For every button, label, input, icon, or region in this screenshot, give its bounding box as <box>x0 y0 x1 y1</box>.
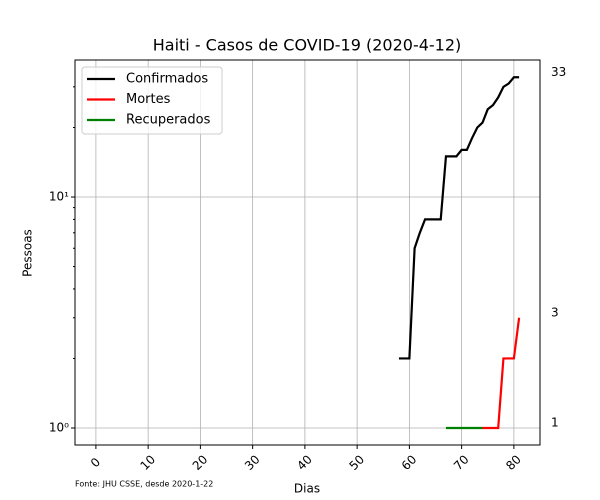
y-axis-label: Pessoas <box>21 229 35 277</box>
source-note: Fonte: JHU CSSE, desde 2020-1-22 <box>75 480 213 489</box>
x-tick-label: 0 <box>88 455 103 470</box>
chart-title: Haiti - Casos de COVID-19 (2020-4-12) <box>153 36 462 55</box>
x-tick-label: 70 <box>451 452 472 473</box>
legend-label: Confirmados <box>126 72 208 87</box>
x-axis-label: Dias <box>294 482 320 496</box>
plot-frame <box>74 59 541 446</box>
x-tick-label: 80 <box>503 452 524 473</box>
y-tick-label: 10⁰ <box>49 420 69 434</box>
end-label: 33 <box>551 65 566 79</box>
x-tick-label: 20 <box>190 452 211 473</box>
x-tick-label: 40 <box>294 452 315 473</box>
series-line <box>398 76 520 360</box>
legend-label: Recuperados <box>126 113 211 128</box>
end-label: 1 <box>551 415 559 429</box>
legend-box <box>81 66 223 135</box>
x-tick-label: 60 <box>399 452 420 473</box>
x-tick-label: 10 <box>137 452 158 473</box>
end-label: 3 <box>551 305 559 319</box>
x-tick-label: 50 <box>346 452 367 473</box>
y-tick-label: 10¹ <box>49 190 69 204</box>
series-line <box>482 317 521 430</box>
legend-label: Mortes <box>126 92 171 107</box>
x-tick-label: 30 <box>242 452 263 473</box>
